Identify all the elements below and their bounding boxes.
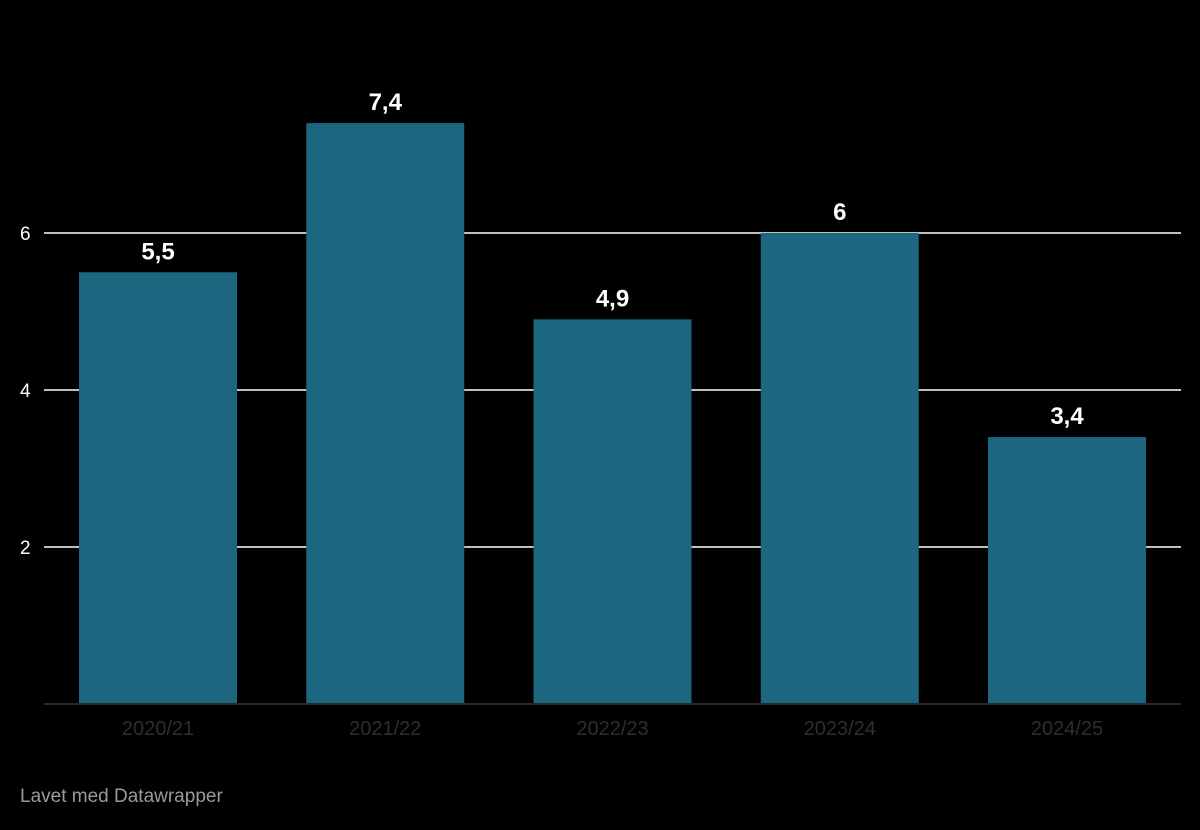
x-tick-label: 2020/21 bbox=[122, 718, 194, 740]
value-labels: 5,5 7,4 4,9 6 3,4 bbox=[140, 88, 1086, 432]
y-tick-label: 2 bbox=[20, 538, 31, 559]
value-label: 5,5 bbox=[141, 238, 174, 265]
value-label: 4,9 bbox=[596, 285, 629, 312]
footer-credit: Lavet med Datawrapper bbox=[20, 786, 223, 807]
y-tick-label: 4 bbox=[20, 381, 31, 402]
x-tick-label: 2021/22 bbox=[349, 718, 421, 740]
bar-2024/25 bbox=[988, 437, 1146, 704]
value-label: 6 bbox=[833, 199, 846, 226]
bars bbox=[79, 123, 1146, 705]
x-tick-label: 2022/23 bbox=[576, 718, 648, 740]
bar-2020/21 bbox=[79, 272, 237, 704]
bar-2023/24 bbox=[760, 233, 919, 704]
x-axis-tick-labels: 2020/21 2021/22 2022/23 2023/24 2024/25 bbox=[122, 718, 1103, 740]
x-tick-label: 2023/24 bbox=[804, 718, 876, 740]
bar-2022/23 bbox=[533, 319, 692, 704]
x-tick-label: 2024/25 bbox=[1031, 718, 1103, 740]
bar-2021/22 bbox=[306, 123, 465, 705]
value-label: 3,4 bbox=[1050, 403, 1084, 430]
value-label: 7,4 bbox=[369, 89, 403, 116]
y-tick-label: 6 bbox=[20, 224, 31, 245]
